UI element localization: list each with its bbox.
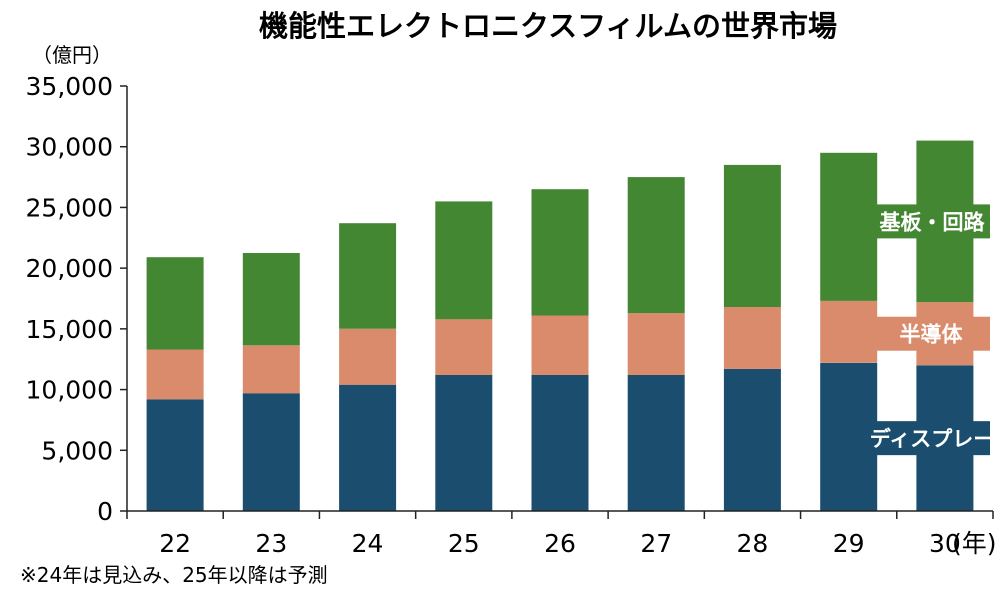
series-label-box [872,316,990,351]
axes-group: 0 5,000 10,000 15,000 20,000 25,000 30,000 35,0… [26,72,994,558]
series-label-display: ディスプレー [870,421,995,456]
x-tick-label: 23 [255,529,287,558]
x-tick-label: 28 [737,529,769,558]
bar-segment-28-series-2 [723,164,781,307]
y-tick-label: 15,000 [26,315,113,344]
y-tick-label: 5,000 [41,436,113,465]
footnote: ※24年は見込み、25年以降は予測 [20,563,328,587]
bar-segment-28-series-1 [723,307,781,369]
series-label-box [874,204,990,239]
y-tick-label: 25,000 [26,193,113,222]
y-tick-label: 0 [97,497,113,526]
y-tick-label: 20,000 [26,254,113,283]
series-label-semiconductor: 半導体 [872,316,990,351]
series-label-text: 基板・回路 [880,210,986,234]
x-tick-label: 30 [929,529,961,558]
bar-segment-22-series-2 [146,257,204,350]
x-tick-label: 25 [448,529,480,558]
bar-segment-22-series-1 [146,349,204,400]
bar-segment-22-series-0 [146,399,204,511]
x-tick-label: 26 [544,529,576,558]
x-tick-label: 27 [640,529,672,558]
bar-segment-24-series-0 [339,384,397,511]
bar-segment-25-series-1 [435,319,493,375]
bar-segment-24-series-1 [339,328,397,385]
y-tick-label: 35,000 [26,72,113,101]
bar-segment-27-series-1 [627,313,685,375]
series-label-substrate: 基板・回路 [874,204,990,239]
x-tick-label: 24 [352,529,384,558]
bar-segment-26-series-0 [531,375,589,511]
bar-segment-26-series-2 [531,189,589,316]
bar-segment-24-series-2 [339,223,397,329]
x-axis-unit: (年) [952,529,997,558]
bar-segment-27-series-2 [627,177,685,314]
series-label-text: ディスプレー [870,427,995,451]
chart-title: 機能性エレクトロニクスフィルムの世界市場 [259,9,837,43]
series-label-text: 半導体 [900,323,964,347]
y-tick-label: 30,000 [26,133,113,162]
x-tick-label: 29 [833,529,865,558]
bar-segment-29-series-1 [820,300,878,363]
x-tick-label: 22 [159,529,191,558]
bars-group [146,140,974,511]
bar-segment-25-series-0 [435,375,493,511]
bar-segment-29-series-2 [820,152,878,301]
bar-segment-23-series-1 [242,345,300,394]
bar-segment-23-series-0 [242,393,300,511]
y-axis-unit: （億円） [32,43,112,67]
bar-segment-27-series-0 [627,375,685,511]
bar-segment-25-series-2 [435,201,493,320]
bar-segment-23-series-2 [242,253,300,346]
bar-segment-29-series-0 [820,362,878,511]
y-tick-label: 10,000 [26,376,113,405]
series-label-box [874,421,990,456]
bar-segment-28-series-0 [723,368,781,511]
bar-segment-26-series-1 [531,315,589,375]
